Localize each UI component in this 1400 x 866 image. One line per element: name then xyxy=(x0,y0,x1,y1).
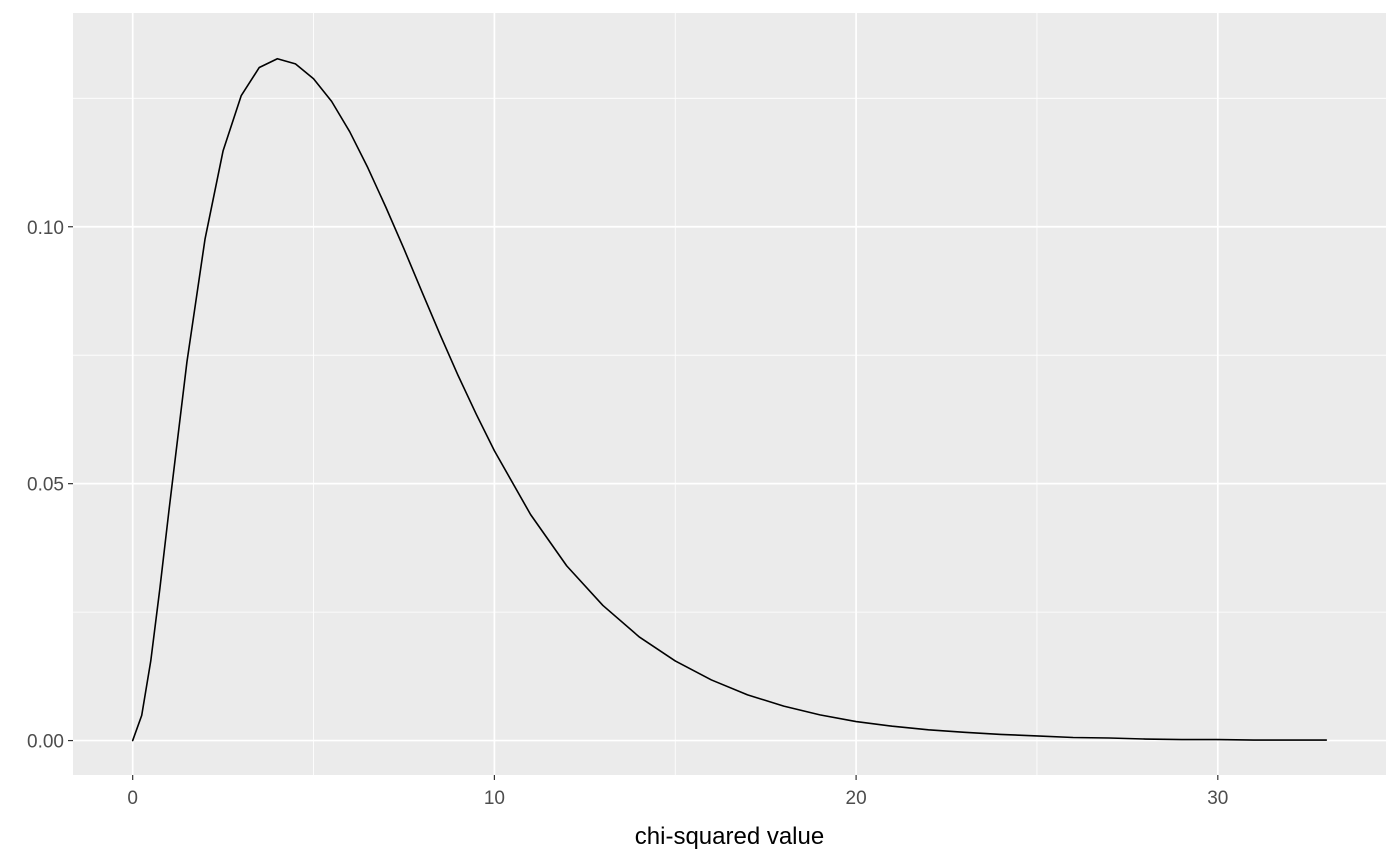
series-layer xyxy=(131,57,1328,742)
axes-layer: 0 10 20 30 0.00 0.05 0.10 xyxy=(27,218,1228,809)
minor-grid xyxy=(73,13,1386,775)
density-curve-line xyxy=(131,57,1328,742)
y-tick-label: 0.05 xyxy=(27,475,64,496)
plot-panel xyxy=(73,13,1386,775)
x-tick-label: 20 xyxy=(846,788,867,809)
major-grid xyxy=(73,13,1386,775)
x-tick-label: 0 xyxy=(127,788,138,809)
x-tick-label: 30 xyxy=(1207,788,1228,809)
y-tick-label: 0.10 xyxy=(27,218,64,239)
y-tick-label: 0.00 xyxy=(27,732,64,753)
x-tick-label: 10 xyxy=(484,788,505,809)
x-axis-title: chi-squared value xyxy=(635,823,824,850)
